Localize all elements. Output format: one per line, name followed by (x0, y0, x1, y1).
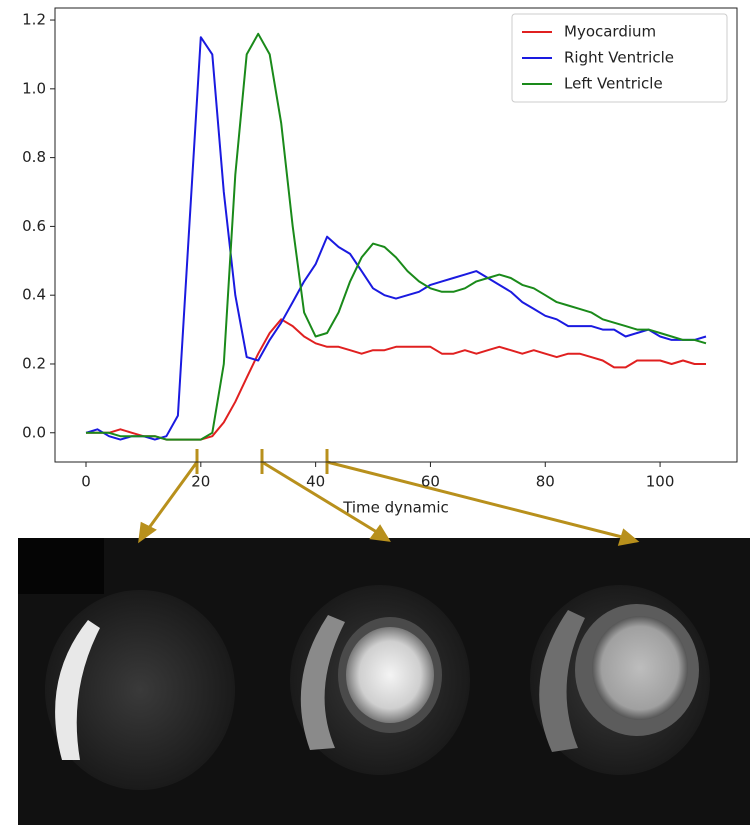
x-tick-label: 20 (191, 473, 210, 491)
y-tick-label: 0.0 (22, 423, 46, 441)
legend-box (511, 13, 728, 103)
lv-mid (592, 616, 688, 720)
series-line (86, 318, 706, 441)
annotations (138, 449, 640, 546)
series-line (85, 36, 707, 441)
y-tick-label: 0.4 (22, 286, 46, 304)
y-tick-label: 0.2 (22, 354, 46, 372)
rv-bright (55, 620, 100, 760)
arrow (326, 460, 627, 540)
image-corner (18, 538, 104, 594)
x-tick-label: 80 (536, 473, 555, 491)
x-tick-label: 0 (81, 473, 91, 491)
y-tick-label: 1.0 (22, 79, 46, 97)
rv-dim (539, 610, 585, 752)
x-tick-label: 60 (421, 473, 440, 491)
x-tick-label: 100 (646, 473, 675, 491)
y-tick-label: 1.2 (22, 11, 46, 29)
series-line (86, 32, 707, 441)
legend-label: Left Ventricle (564, 75, 663, 93)
legend-label: Right Ventricle (564, 49, 674, 67)
mri-panels (18, 538, 750, 825)
y-tick-label: 0.6 (22, 217, 46, 235)
arrow (144, 461, 199, 533)
y-tick-label: 0.8 (22, 148, 46, 166)
x-tick-label: 40 (306, 473, 325, 491)
plot-frame (54, 7, 738, 463)
arrow (261, 460, 381, 536)
lv-bright (346, 627, 434, 723)
arrow-head (369, 524, 391, 542)
legend-label: Myocardium (564, 23, 656, 41)
rv-mid (300, 615, 345, 750)
arrow-head (138, 521, 157, 544)
arrow-head (617, 528, 640, 546)
x-axis-label: Time dynamic (342, 499, 449, 517)
